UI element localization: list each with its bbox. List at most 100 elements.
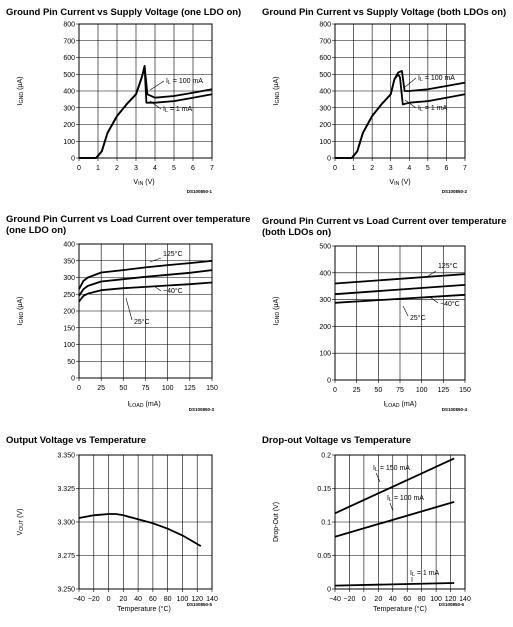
chart-3-annotation: −40°C (163, 287, 183, 295)
chart-2-annotation-leader (404, 99, 417, 109)
chart-1-y-tick-label: 200 (63, 122, 75, 129)
chart-6-figure-code: DS100850-6 (439, 602, 465, 607)
chart-6-x-tick-label: 40 (389, 596, 397, 603)
chart-6-x-tick-label: 100 (430, 596, 442, 603)
chart-5-y-axis-label: VOUT (V) (17, 508, 25, 535)
chart-4-y-axis-label: IGND (µA) (273, 297, 281, 326)
chart-2-x-tick-label: 4 (407, 165, 411, 172)
chart-3-y-tick-label: 300 (63, 275, 75, 282)
chart-6-x-tick-label: −40 (329, 596, 341, 603)
chart-4-x-tick-label: 50 (374, 387, 382, 394)
chart-4-x-tick-label: 75 (396, 387, 404, 394)
chart-4-x-tick-label: 0 (333, 387, 337, 394)
chart-4-subtitle: (both LDOs on) (262, 227, 332, 238)
chart-4-x-axis-label: ILOAD (mA) (383, 401, 416, 409)
chart-6-plot-frame (334, 454, 466, 590)
chart-6-x-tick-label: 80 (418, 596, 426, 603)
chart-1-title: Ground Pin Current vs Supply Voltage (on… (6, 7, 242, 18)
chart-4-title: Ground Pin Current vs Load Current over … (262, 216, 507, 227)
chart-3-title: Ground Pin Current vs Load Current over … (6, 214, 251, 225)
chart-5-x-tick-label: −40 (73, 596, 85, 603)
chart-1-figure-code: DS100850-1 (187, 189, 213, 194)
chart-1-y-tick-label: 800 (63, 22, 75, 29)
chart-3-x-tick-label: 125 (184, 385, 196, 392)
chart-1-y-tick-label: 0 (71, 156, 75, 163)
chart-6-x-tick-label: 140 (459, 596, 471, 603)
chart-3-y-tick-label: 350 (63, 258, 75, 265)
chart-3-series-line-3 (78, 281, 213, 303)
chart-2-x-tick-label: 5 (426, 165, 430, 172)
chart-2-annotation: IL = 1 mA (418, 105, 448, 113)
chart-1-x-tick-label: 3 (134, 165, 138, 172)
chart-1-annotation-leader (149, 100, 162, 110)
chart-4-figure-code: DS100850-4 (442, 407, 468, 412)
chart-1-annotation: IL = 100 mA (166, 78, 203, 86)
chart-4-y-tick-label: 500 (319, 244, 331, 251)
chart-5-x-tick-label: 20 (119, 596, 127, 603)
chart-5-x-tick-label: 80 (164, 596, 172, 603)
chart-4-y-tick-label: 200 (319, 324, 331, 331)
chart-3-annotation-leader (153, 285, 162, 292)
chart-3-x-tick-label: 0 (77, 385, 81, 392)
chart-2-y-tick-label: 600 (319, 55, 331, 62)
chart-5-x-tick-label: 120 (191, 596, 203, 603)
chart-4-y-tick-label: 0 (327, 378, 331, 385)
chart-3-series-line-2 (78, 269, 213, 297)
chart-3-x-tick-label: 50 (119, 385, 127, 392)
chart-2-y-axis-label: IGND (µA) (273, 77, 281, 106)
chart-6-x-tick-label: 120 (445, 596, 457, 603)
chart-6-annotation-leader (375, 472, 381, 483)
chart-5-x-tick-label: −20 (88, 596, 100, 603)
chart-3-plot-frame (78, 243, 213, 379)
chart-4-annotation-leader (427, 270, 437, 277)
chart-6-x-tick-label: 20 (374, 596, 382, 603)
chart-5-x-axis-label: Temperature (°C) (117, 605, 171, 613)
chart-6-annotation-leader (389, 502, 394, 512)
chart-1-x-axis-label: VIN (V) (133, 179, 154, 187)
chart-4-annotation: −40°C (440, 300, 460, 308)
chart-3-annotation-leader (125, 297, 133, 321)
chart-6-y-tick-label: 0 (327, 587, 331, 594)
chart-2-annotation: IL = 100 mA (418, 75, 455, 83)
chart-2-y-tick-label: 300 (319, 105, 331, 112)
chart-2-y-tick-label: 100 (319, 139, 331, 146)
chart-5-y-tick-label: 3.300 (57, 520, 75, 527)
chart-5-title: Output Voltage vs Temperature (6, 435, 147, 446)
chart-4-series-line-3 (334, 293, 466, 304)
chart-5-x-tick-label: 140 (206, 596, 218, 603)
chart-4-annotation: 125°C (438, 262, 458, 270)
chart-3-x-tick-label: 100 (162, 385, 174, 392)
chart-3-series-line-1 (78, 259, 213, 290)
chart-5-x-tick-label: 60 (149, 596, 157, 603)
chart-1-x-tick-label: 1 (96, 165, 100, 172)
chart-6-y-tick-label: 0.15 (317, 486, 331, 493)
chart-6-title: Drop-out Voltage vs Temperature (262, 435, 412, 446)
chart-6-annotation: IL = 150 mA (373, 465, 410, 473)
chart-6-annotation: IL = 100 mA (387, 495, 424, 503)
chart-1-x-tick-label: 7 (210, 165, 214, 172)
chart-6-series-line-1 (334, 457, 455, 515)
chart-3-x-tick-label: 25 (97, 385, 105, 392)
chart-4-y-tick-label: 400 (319, 270, 331, 277)
chart-3-y-tick-label: 400 (63, 242, 75, 249)
chart-2-plot-frame (334, 23, 466, 159)
chart-1-y-tick-label: 500 (63, 72, 75, 79)
chart-3-y-axis-label: IGND (µA) (17, 297, 25, 326)
chart-3-x-tick-label: 150 (206, 385, 218, 392)
chart-1-y-tick-label: 700 (63, 38, 75, 45)
chart-3-y-tick-label: 150 (63, 325, 75, 332)
chart-2-x-axis-label: VIN (V) (389, 179, 410, 187)
chart-4-x-tick-label: 125 (437, 387, 449, 394)
chart-1-x-tick-label: 6 (191, 165, 195, 172)
chart-5-y-tick-label: 3.275 (57, 553, 75, 560)
chart-5-plot-frame (78, 454, 213, 590)
chart-6-series-line-3 (334, 582, 455, 587)
chart-1-plot-frame (78, 23, 213, 159)
chart-4-x-tick-label: 150 (459, 387, 471, 394)
chart-5-x-tick-label: 100 (177, 596, 189, 603)
chart-6-y-tick-label: 0.2 (321, 453, 331, 460)
chart-6-series-line-2 (334, 501, 455, 538)
chart-4-plot-frame (334, 245, 466, 381)
